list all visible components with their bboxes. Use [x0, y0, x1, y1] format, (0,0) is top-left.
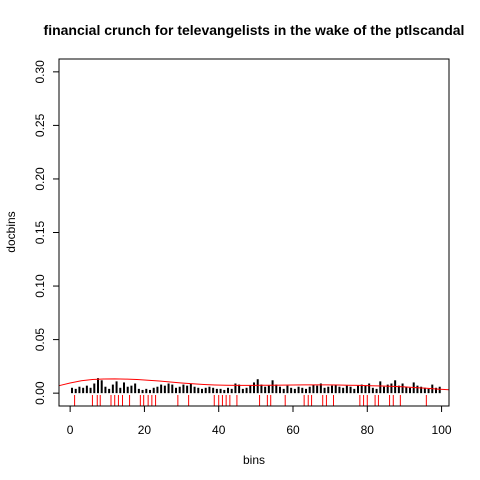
x-tick-label: 60: [286, 423, 300, 437]
x-tick-label: 20: [138, 423, 152, 437]
x-tick-label: 80: [361, 423, 375, 437]
y-tick-label: 0.05: [33, 328, 47, 352]
y-axis-label: docbins: [4, 211, 18, 252]
plot-box: [58, 58, 450, 407]
y-tick-label: 0.20: [33, 167, 47, 191]
y-tick-label: 0.10: [33, 274, 47, 298]
y-tick-label: 0.00: [33, 381, 47, 405]
y-tick-label: 0.15: [33, 220, 47, 244]
rug-marks: [74, 395, 427, 406]
x-tick-label: 40: [212, 423, 226, 437]
x-tick-label: 100: [432, 423, 452, 437]
smooth-curve: [58, 378, 450, 391]
y-tick-label: 0.30: [33, 60, 47, 84]
chart-title: financial crunch for televangelists in t…: [44, 22, 465, 38]
y-tick-label: 0.25: [33, 113, 47, 137]
bars: [71, 378, 441, 394]
x-axis-label: bins: [243, 453, 265, 467]
y-axis: 0.00 0.05 0.10 0.15 0.20 0.25 0.30: [33, 60, 59, 405]
x-tick-label: 0: [67, 423, 74, 437]
x-axis: 0 20 40 60 80 100: [67, 406, 452, 437]
